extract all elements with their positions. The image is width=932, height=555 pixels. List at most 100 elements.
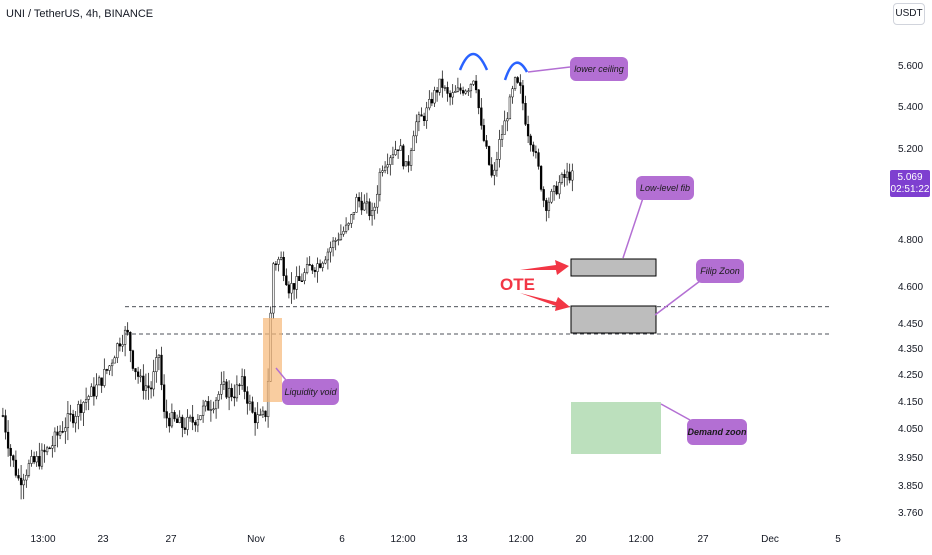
candle xyxy=(136,366,140,384)
filip-zoon-callout: Filip Zoon xyxy=(696,259,744,283)
candle xyxy=(113,355,116,364)
candle-body xyxy=(168,417,171,427)
candle-body xyxy=(552,185,556,192)
candle-body xyxy=(32,456,36,463)
candle-body xyxy=(79,404,83,413)
candle-body xyxy=(82,402,85,413)
lower-ceiling-pointer xyxy=(527,66,571,73)
candle xyxy=(214,397,218,419)
candle-body xyxy=(134,368,137,373)
candle xyxy=(165,399,168,428)
candle xyxy=(92,377,96,406)
candle-body xyxy=(313,269,317,272)
candle xyxy=(441,70,444,98)
candle xyxy=(149,381,153,399)
candle-body xyxy=(526,124,530,137)
candle xyxy=(116,342,119,364)
candle-body xyxy=(27,463,31,476)
x-tick-label: 12:00 xyxy=(508,534,533,545)
candle-body xyxy=(370,210,374,217)
candle xyxy=(233,384,236,407)
candle xyxy=(53,427,57,453)
ote-arrow-upper xyxy=(520,260,569,275)
candle-body xyxy=(48,447,51,450)
candle xyxy=(526,115,530,144)
candle xyxy=(337,232,340,246)
candle xyxy=(142,364,145,400)
candle-body xyxy=(71,413,75,424)
candle xyxy=(428,90,431,111)
candle xyxy=(1,407,5,418)
candle xyxy=(129,331,132,363)
candle xyxy=(433,86,436,108)
candle-body xyxy=(251,401,254,413)
candle xyxy=(519,74,522,94)
candle xyxy=(248,394,252,411)
candle-body xyxy=(90,386,93,397)
top-arc-left xyxy=(458,52,489,71)
candle xyxy=(69,404,72,422)
candle-body xyxy=(12,455,15,461)
candle-body xyxy=(92,386,96,397)
candle-body xyxy=(451,92,454,98)
candle-body xyxy=(194,422,197,426)
candle xyxy=(480,98,483,130)
candle-body xyxy=(17,475,20,479)
candle xyxy=(194,420,197,432)
candle-body xyxy=(506,118,509,122)
candle xyxy=(420,107,423,117)
candle xyxy=(373,202,376,220)
candle-body xyxy=(355,197,358,213)
currency-selector[interactable]: USDT xyxy=(893,3,925,25)
candle-body xyxy=(303,272,306,282)
candle-body xyxy=(464,90,467,94)
candle-body xyxy=(459,87,462,91)
candle-body xyxy=(292,283,296,290)
candle-body xyxy=(519,82,522,86)
candle xyxy=(487,145,491,167)
candle-body xyxy=(539,166,543,190)
candle xyxy=(38,442,41,470)
candle xyxy=(230,383,233,402)
candle-body xyxy=(22,479,25,486)
candle-body xyxy=(204,401,207,407)
candle-body xyxy=(389,157,392,165)
candles-layer xyxy=(1,70,574,500)
candle xyxy=(168,413,171,433)
candle xyxy=(118,337,122,352)
candle xyxy=(329,241,332,263)
candle xyxy=(121,334,124,352)
candle-body xyxy=(324,259,327,264)
candle xyxy=(308,256,311,266)
candle xyxy=(131,349,135,371)
candle xyxy=(292,283,296,300)
candle xyxy=(209,399,213,422)
candle xyxy=(77,400,80,430)
candle-body xyxy=(188,416,192,419)
candle-body xyxy=(404,161,408,167)
candle-body xyxy=(160,354,163,386)
candle xyxy=(378,168,382,202)
candle-body xyxy=(545,200,548,211)
candle-body xyxy=(368,201,371,217)
candle-body xyxy=(417,114,421,123)
candle xyxy=(331,236,335,257)
candle-body xyxy=(238,384,241,387)
candle xyxy=(417,111,421,132)
candle-body xyxy=(246,391,249,404)
candle xyxy=(95,373,98,400)
candle xyxy=(464,89,467,95)
candle-body xyxy=(487,146,491,165)
candle-body xyxy=(126,329,129,333)
candle xyxy=(451,84,454,105)
candle xyxy=(311,263,314,275)
candle xyxy=(352,211,356,220)
candle-body xyxy=(9,447,12,456)
candle-body xyxy=(409,150,413,166)
candle-body xyxy=(165,411,168,419)
candle-body xyxy=(181,416,184,429)
candle-body xyxy=(342,231,345,235)
candle xyxy=(498,129,501,168)
